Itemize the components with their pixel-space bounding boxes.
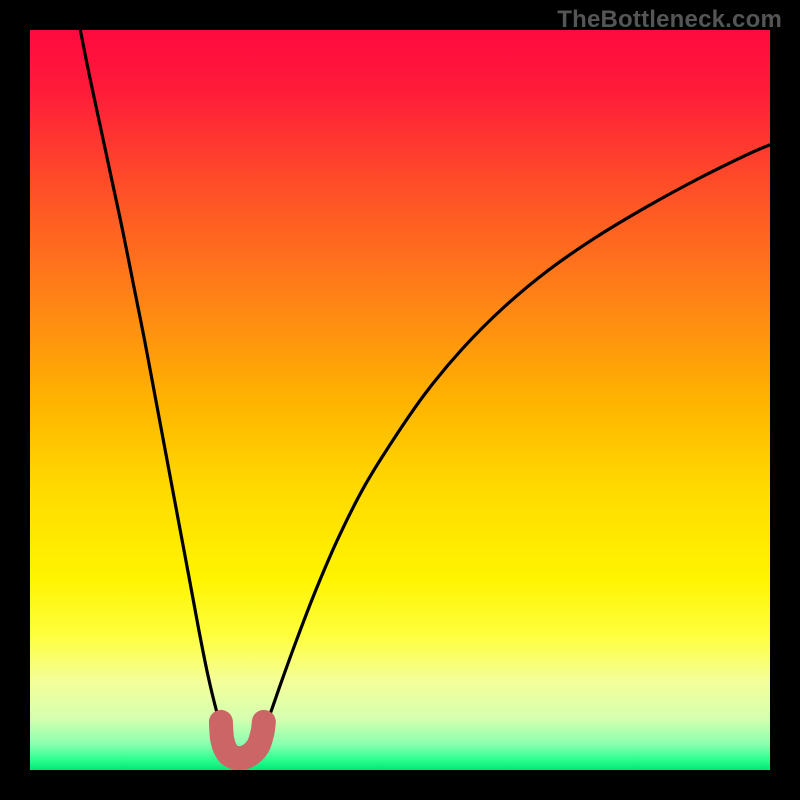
chart-frame: TheBottleneck.com (0, 0, 800, 800)
plot-area (30, 30, 770, 770)
plot-svg (30, 30, 770, 770)
gradient-background (30, 30, 770, 770)
